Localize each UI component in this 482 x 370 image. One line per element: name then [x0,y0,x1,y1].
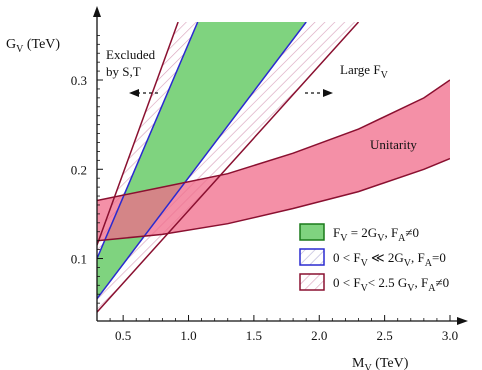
excluded-label-line2: by S,T [106,64,141,79]
legend-label-part: , F [415,275,429,290]
legend-label-part: 0 < F [333,250,361,265]
x-tick-label: 3.0 [442,328,458,343]
legend-label-part: =0 [432,250,446,265]
legend-label-part: F [333,225,340,240]
legend-item: FV = 2GV, FA≠0 [299,223,419,244]
plot-area [97,22,450,313]
excluded-label-line1: Excluded [106,47,156,62]
legend-label-part: V [361,258,369,269]
large-fv-main: Large F [340,62,381,77]
legend-label-part: A [425,258,433,269]
legend-label-part: V [407,283,415,294]
legend-label: FV = 2GV, FA≠0 [333,225,419,244]
unitarity-label: Unitarity [370,137,417,152]
legend-item: 0 < FV ≪ 2GV, FA=0 [299,248,446,269]
y-axis-arrow [93,6,101,17]
large-fv-sub: V [381,70,389,81]
pink-lower-edge [97,22,360,313]
right-arrow [305,89,333,97]
legend-label-part: ≠0 [405,225,419,240]
legend-label-part: V [340,233,348,244]
legend-label: 0 < FV< 2.5 GV, FA≠0 [333,275,449,294]
x-tick-label: 0.5 [115,328,131,343]
legend-swatch [299,273,325,291]
x-tick-label: 1.0 [180,328,196,343]
legend-label-part: V [377,233,385,244]
pink-upper-edge [97,22,179,246]
x-axis-title-main: M [352,356,365,370]
x-axis-title-sub: V [364,363,372,370]
unitarity-upper-edge [97,79,450,202]
x-axis-title-unit: (TeV) [372,356,409,370]
unitarity-lower-edge [97,157,450,242]
y-tick-label: 0.1 [71,252,87,267]
y-tick-label: 0.2 [71,162,87,177]
left-arrow [129,89,160,97]
legend-label-part: 0 < F [333,275,361,290]
x-tick-label: 2.0 [311,328,327,343]
legend-label-part: , F [411,250,425,265]
y-axis-title-sub: V [16,44,24,55]
y-tick-label: 0.3 [71,73,87,88]
legend-swatch [299,223,325,241]
legend-label-part: ≪ 2G [368,250,404,265]
y-axis-title-main: G [6,37,16,52]
y-axis-title: GV (TeV) [6,37,60,55]
y-axis-title-unit: (TeV) [23,37,60,52]
legend-item: 0 < FV< 2.5 GV, FA≠0 [299,273,449,294]
x-tick-label: 1.5 [246,328,262,343]
legend-swatch [299,248,325,266]
legend-label-part: , F [384,225,398,240]
legend: FV = 2GV, FA≠00 < FV ≪ 2GV, FA=00 < FV< … [299,223,449,294]
legend-label: 0 < FV ≪ 2GV, FA=0 [333,250,446,269]
axes: 0.5 1.0 1.5 2.0 2.5 3.0 0.1 0.2 0.3 [71,6,468,343]
legend-label-part: < 2.5 G [368,275,407,290]
legend-label-part: V [404,258,412,269]
blue-upper-edge [97,22,199,259]
legend-label-part: V [361,283,369,294]
legend-label-part: = 2G [347,225,377,240]
legend-label-part: A [428,283,436,294]
x-axis-arrow [457,317,468,325]
band-unitarity [97,80,450,241]
legend-label-part: A [398,233,406,244]
blue-lower-edge [97,22,307,300]
large-fv-label: Large FV [340,62,389,81]
legend-label-part: ≠0 [435,275,449,290]
x-tick-label: 2.5 [377,328,393,343]
x-axis-title: MV (TeV) [352,356,409,370]
